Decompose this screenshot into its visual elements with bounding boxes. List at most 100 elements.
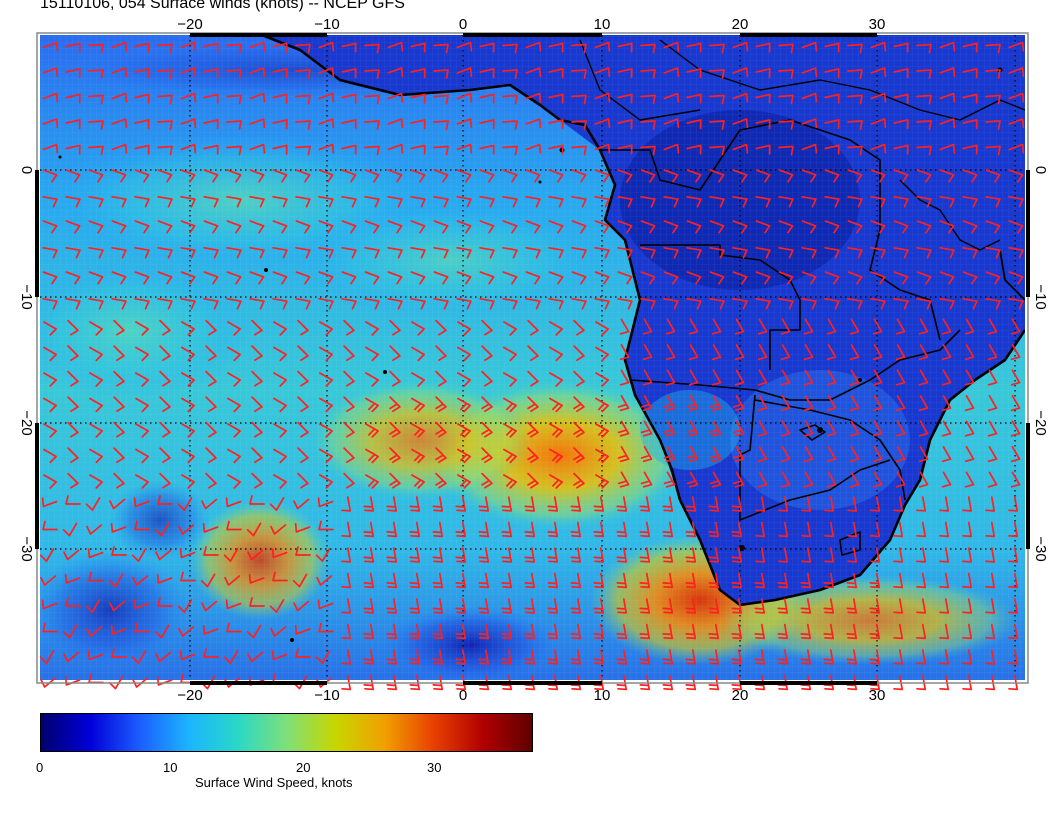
wind-barb: [895, 420, 906, 437]
wind-barb: [732, 395, 745, 412]
wind-barb: [663, 395, 676, 412]
wind-barb: [89, 397, 103, 413]
wind-barb: [895, 395, 906, 412]
wind-barb: [941, 471, 952, 488]
wind-barb: [341, 220, 357, 234]
wind-barb: [501, 547, 513, 563]
wind-barb: [386, 496, 398, 512]
wind-barb: [435, 472, 447, 489]
wind-barb: [870, 496, 881, 512]
wind-barb: [872, 420, 883, 437]
wind-barb: [318, 520, 334, 531]
wind-barb: [548, 144, 564, 155]
wind-barb: [226, 297, 242, 310]
wind-barb: [433, 120, 449, 130]
wind-barb: [43, 397, 57, 413]
wind-barb: [800, 623, 812, 640]
wind-barb: [226, 622, 242, 633]
wind-barb: [1008, 598, 1019, 614]
wind-barb: [755, 195, 771, 208]
wind-barb: [985, 220, 1001, 234]
wind-barb: [893, 547, 904, 563]
wind-barb: [640, 169, 656, 183]
wind-barb: [778, 145, 794, 156]
wind-barb: [548, 42, 564, 53]
wind-barb: [916, 169, 932, 183]
wind-barb: [317, 599, 334, 610]
wind-barb: [548, 119, 564, 130]
wind-barb: [916, 43, 932, 54]
wind-barb: [918, 471, 929, 488]
wind-barb: [757, 471, 768, 488]
wind-barb: [433, 69, 449, 79]
wind-barb: [297, 319, 309, 336]
wind-barb: [801, 67, 818, 78]
wind-barb: [409, 623, 421, 640]
wind-barb: [549, 448, 563, 464]
wind-barb: [341, 93, 357, 104]
wind-barb: [895, 446, 906, 463]
wind-barb: [89, 321, 103, 336]
wind-barb: [778, 271, 794, 285]
wind-barb: [39, 548, 55, 562]
wind-barb: [962, 649, 973, 665]
wind-barb: [686, 169, 702, 183]
wind-barb: [939, 220, 955, 234]
wind-barb: [962, 496, 973, 512]
wind-barb: [801, 271, 817, 285]
wind-barb: [295, 69, 311, 79]
wind-barb: [180, 271, 196, 285]
wind-barb: [872, 369, 883, 386]
wind-barb: [525, 246, 541, 259]
wind-barb: [456, 67, 473, 78]
wind-barb: [365, 397, 379, 413]
wind-barb: [593, 598, 605, 614]
wind-barb: [315, 548, 331, 562]
wind-barb: [85, 497, 101, 511]
wind-barb: [826, 446, 837, 463]
wind-barb: [662, 496, 674, 512]
wind-barb: [249, 220, 265, 234]
wind-barb: [62, 522, 78, 537]
wind-barb: [67, 421, 79, 438]
wind-barb: [594, 41, 611, 52]
wind-barb: [962, 195, 978, 208]
wind-barb: [570, 623, 582, 640]
wind-barb: [478, 572, 490, 589]
wind-barb: [224, 575, 241, 586]
wind-map: −20 −10 0 10 20 30 −20 −10 0 10 20 30 0 …: [18, 16, 1049, 704]
wind-barb: [732, 471, 745, 488]
wind-barb: [1008, 572, 1019, 589]
wind-barb: [709, 43, 725, 54]
wind-barb: [479, 195, 495, 208]
wind-barb: [1008, 246, 1024, 259]
wind-barb: [203, 546, 219, 556]
wind-barb: [1008, 143, 1025, 154]
wind-barb: [42, 92, 59, 103]
wind-barb: [134, 297, 150, 310]
wind-barb: [155, 549, 172, 561]
wind-barb: [962, 93, 978, 104]
wind-barb: [226, 520, 242, 531]
wind-barb: [180, 246, 196, 259]
wind-barb: [157, 195, 173, 208]
wind-barb: [893, 598, 904, 614]
wind-barb: [135, 474, 149, 489]
wind-barb: [939, 169, 955, 183]
wind-barb: [317, 497, 334, 508]
wind-barb: [111, 41, 128, 52]
wind-barb: [872, 471, 883, 488]
wind-barb: [916, 220, 932, 234]
lon-tick-label: −20: [177, 16, 202, 33]
wind-barb: [343, 345, 355, 362]
wind-barb: [249, 143, 266, 154]
wind-barb: [205, 345, 217, 362]
wind-barb: [732, 446, 745, 463]
wind-barb: [433, 43, 449, 54]
wind-barb: [479, 271, 495, 285]
wind-barb: [780, 471, 791, 488]
wind-barb: [273, 372, 287, 387]
wind-barb: [295, 297, 311, 310]
wind-barb: [227, 321, 241, 336]
wind-barb: [203, 93, 219, 104]
